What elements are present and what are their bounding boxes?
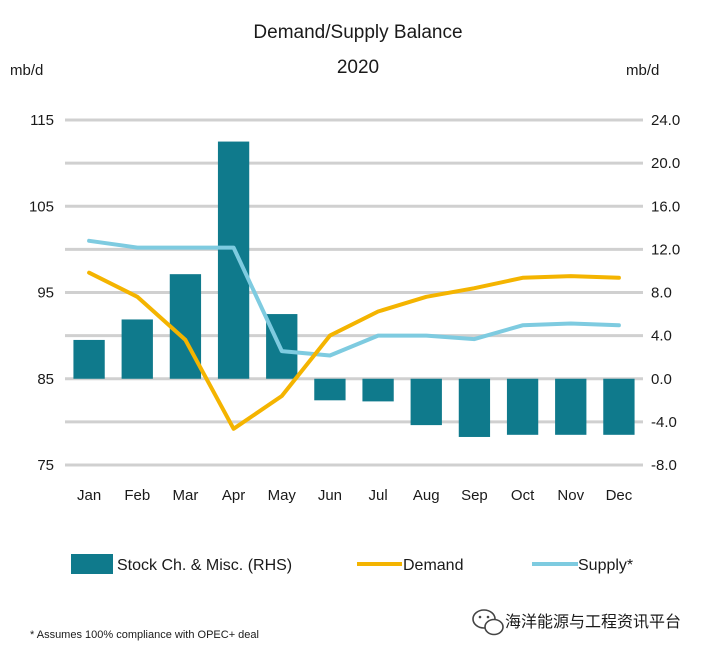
chart-subtitle: 2020 bbox=[337, 57, 379, 78]
legend-label-supply: Supply* bbox=[578, 557, 633, 574]
bar-nov bbox=[555, 378, 587, 435]
category-label: Feb bbox=[124, 487, 150, 504]
legend-label-stock: Stock Ch. & Misc. (RHS) bbox=[117, 557, 292, 574]
category-label: Jul bbox=[368, 487, 387, 504]
left-tick-label: 115 bbox=[30, 112, 54, 129]
watermark: 海洋能源与工程资讯平台 bbox=[472, 609, 681, 636]
right-tick-label: 0.0 bbox=[651, 371, 672, 388]
category-labels: Jan Feb Mar Apr May Jun Jul Aug Sep Oct Nov Dec bbox=[77, 487, 633, 504]
right-tick-label: 4.0 bbox=[651, 328, 672, 345]
right-tick-label: 20.0 bbox=[651, 155, 680, 172]
left-axis-unit: mb/d bbox=[10, 62, 43, 79]
left-tick-label: 85 bbox=[37, 371, 54, 388]
line-demand bbox=[87, 270, 621, 431]
left-tick-label: 75 bbox=[37, 457, 54, 474]
category-label: May bbox=[268, 487, 297, 504]
category-label: Dec bbox=[606, 487, 633, 504]
chart-title: Demand/Supply Balance bbox=[253, 22, 462, 43]
category-label: Oct bbox=[511, 487, 535, 504]
bar-feb bbox=[121, 319, 153, 379]
right-tick-label: 8.0 bbox=[651, 285, 672, 302]
legend-bar-swatch bbox=[71, 554, 113, 574]
right-axis-unit: mb/d bbox=[626, 62, 659, 79]
bar-apr bbox=[217, 141, 250, 379]
bar-jul bbox=[362, 378, 394, 402]
bar-jan bbox=[73, 339, 105, 379]
category-label: Aug bbox=[413, 487, 440, 504]
watermark-text: 海洋能源与工程资讯平台 bbox=[505, 613, 681, 631]
stock-change-bars bbox=[73, 141, 635, 437]
line-supply bbox=[87, 238, 621, 358]
bar-aug bbox=[410, 378, 442, 426]
legend-label-demand: Demand bbox=[403, 557, 463, 574]
right-tick-label: 16.0 bbox=[651, 198, 680, 215]
series-lines bbox=[87, 238, 621, 431]
bar-dec bbox=[603, 378, 635, 435]
category-label: Jan bbox=[77, 487, 101, 504]
category-label: Nov bbox=[557, 487, 584, 504]
bar-jun bbox=[314, 378, 346, 401]
legend: Stock Ch. & Misc. (RHS) Demand Supply* bbox=[71, 554, 633, 574]
right-tick-label: -8.0 bbox=[651, 457, 677, 474]
category-label: Jun bbox=[318, 487, 342, 504]
left-axis-ticks: 115 105 95 85 75 bbox=[29, 112, 54, 474]
right-tick-label: -4.0 bbox=[651, 414, 677, 431]
bar-sep bbox=[458, 378, 491, 437]
category-label: Mar bbox=[172, 487, 198, 504]
bar-oct bbox=[506, 378, 539, 435]
left-tick-label: 95 bbox=[37, 285, 54, 302]
left-tick-label: 105 bbox=[29, 198, 54, 215]
right-tick-label: 12.0 bbox=[651, 241, 680, 258]
right-tick-label: 24.0 bbox=[651, 112, 680, 129]
footnote: * Assumes 100% compliance with OPEC+ dea… bbox=[30, 629, 259, 641]
category-label: Apr bbox=[222, 487, 245, 504]
right-axis-ticks: 24.0 20.0 16.0 12.0 8.0 4.0 0.0 -4.0 -8.0 bbox=[651, 112, 680, 474]
category-label: Sep bbox=[461, 487, 488, 504]
wechat-icon bbox=[472, 609, 504, 636]
